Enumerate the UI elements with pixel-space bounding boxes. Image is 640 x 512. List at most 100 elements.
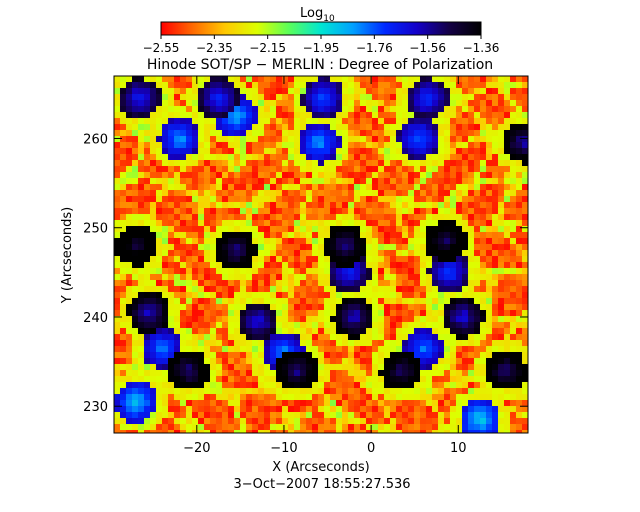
heatmap-cell [252,328,258,334]
heatmap-cell [408,178,414,184]
heatmap-cell [222,196,228,202]
heatmap-cell [324,352,330,358]
heatmap-cell [468,166,474,172]
heatmap-cell [474,394,480,400]
heatmap-cell [258,100,264,106]
heatmap-cell [330,208,336,214]
heatmap-cell [504,280,510,286]
heatmap-cell [288,304,294,310]
heatmap-cell [396,148,402,154]
heatmap-cell [474,154,480,160]
heatmap-cell [420,376,426,382]
heatmap-cell [390,172,396,178]
heatmap-cell [258,124,264,130]
heatmap-cell [282,256,288,262]
heatmap-cell [492,268,498,274]
heatmap-cell [372,352,378,358]
heatmap-cell [174,424,180,430]
heatmap-cell [180,82,186,88]
heatmap-cell [216,160,222,166]
heatmap-cell [414,334,420,340]
heatmap-cell [294,88,300,94]
heatmap-cell [498,142,504,148]
heatmap-cell [210,112,216,118]
heatmap-cell [348,148,354,154]
heatmap-cell [378,382,384,388]
heatmap-cell [228,154,234,160]
heatmap-cell [330,226,336,232]
heatmap-cell [498,310,504,316]
heatmap-cell [240,316,246,322]
heatmap-cell [402,226,408,232]
heatmap-cell [270,376,276,382]
heatmap-cell [288,328,294,334]
heatmap-cell [228,430,234,433]
heatmap-cell [456,310,462,316]
heatmap-cell [414,316,420,322]
heatmap-cell [396,94,402,100]
heatmap-cell [378,376,384,382]
heatmap-cell [342,172,348,178]
heatmap-cell [264,376,270,382]
heatmap-cell [222,244,228,250]
heatmap-cell [228,346,234,352]
heatmap-cell [168,418,174,424]
heatmap-cell [234,280,240,286]
heatmap-cell [162,220,168,226]
heatmap-cell [318,220,324,226]
heatmap-cell [456,262,462,268]
heatmap-cell [114,292,120,298]
heatmap-cell [492,346,498,352]
heatmap-cell [402,136,408,142]
heatmap-cell [162,280,168,286]
heatmap-cell [450,322,456,328]
heatmap-cell [294,160,300,166]
heatmap-cell [492,88,498,94]
heatmap-cell [132,406,138,412]
heatmap-cell [330,322,336,328]
heatmap-cell [132,340,138,346]
heatmap-cell [198,142,204,148]
heatmap-cell [342,352,348,358]
heatmap-cell [408,232,414,238]
heatmap-cell [480,130,486,136]
heatmap-cell [276,316,282,322]
heatmap-cell [498,358,504,364]
heatmap-cell [324,238,330,244]
heatmap-cell [144,340,150,346]
heatmap-cell [492,244,498,250]
heatmap-cell [348,196,354,202]
heatmap-cell [510,190,516,196]
heatmap-cell [486,142,492,148]
heatmap-cell [282,136,288,142]
heatmap-cell [312,154,318,160]
heatmap-cell [120,274,126,280]
heatmap-cell [210,310,216,316]
heatmap-cell [168,430,174,433]
heatmap-cell [252,160,258,166]
heatmap-cell [294,112,300,118]
heatmap-cell [348,400,354,406]
heatmap-cell [228,178,234,184]
heatmap-cell [456,94,462,100]
heatmap-cell [456,322,462,328]
heatmap-cell [330,352,336,358]
heatmap-cell [492,136,498,142]
heatmap-cell [234,322,240,328]
heatmap-cell [336,226,342,232]
heatmap-cell [204,388,210,394]
heatmap-cell [294,202,300,208]
heatmap-cell [414,196,420,202]
heatmap-cell [150,256,156,262]
heatmap-cell [330,94,336,100]
heatmap-cell [390,106,396,112]
heatmap-cell [216,172,222,178]
heatmap-cell [450,166,456,172]
heatmap-cell [156,370,162,376]
heatmap-cell [174,352,180,358]
heatmap-cell [492,406,498,412]
heatmap-cell [426,160,432,166]
heatmap-cell [222,190,228,196]
heatmap-cell [114,400,120,406]
heatmap-cell [486,304,492,310]
